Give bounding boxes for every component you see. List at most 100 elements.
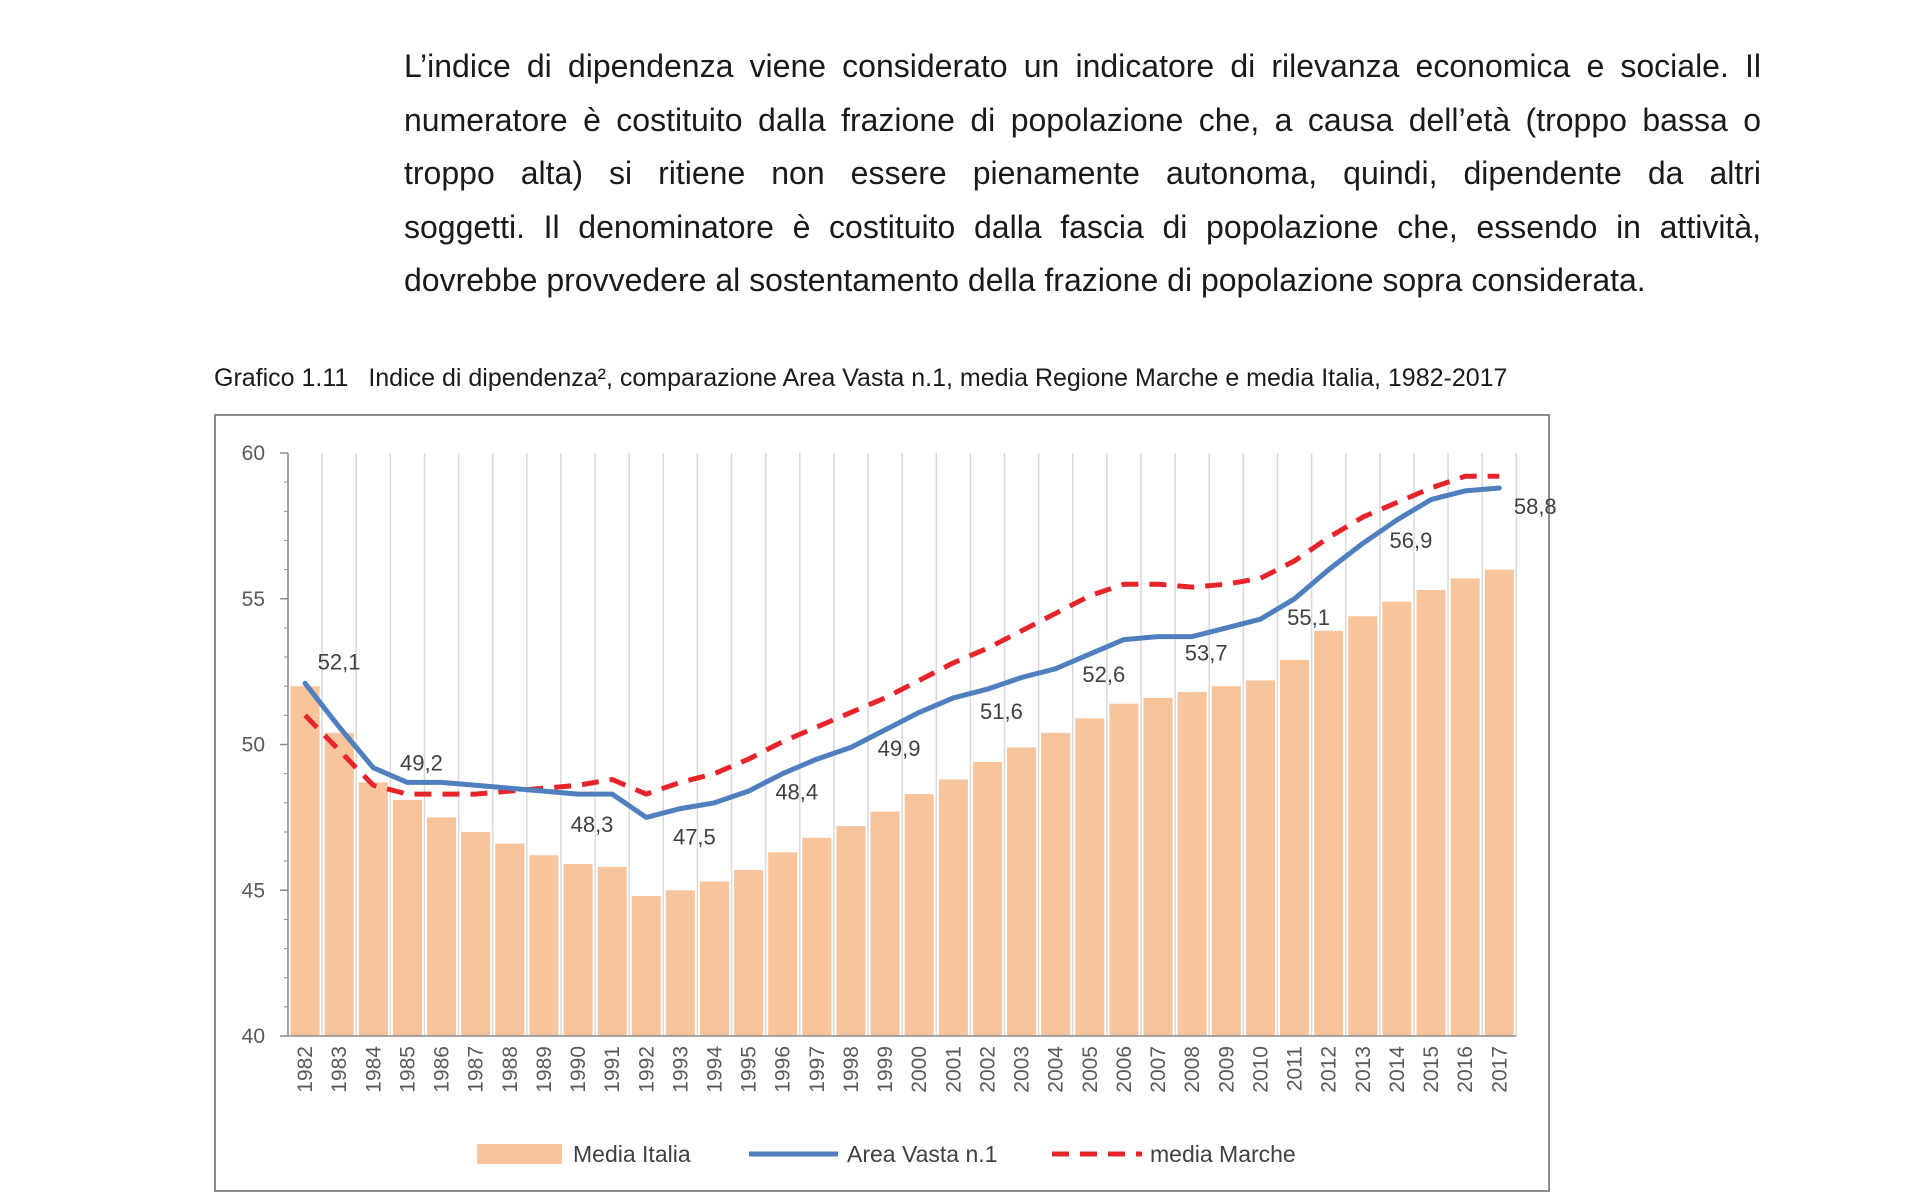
bar-media-italia [870, 811, 900, 1036]
bar-media-italia [699, 881, 730, 1036]
x-tick-label: 2008 [1181, 1046, 1204, 1093]
data-label: 47,5 [673, 825, 716, 850]
x-tick-label: 2011 [1284, 1046, 1307, 1091]
bar-media-italia [1245, 680, 1275, 1036]
bar-media-italia [290, 686, 320, 1036]
bar-media-italia [529, 855, 559, 1036]
x-tick-label: 2013 [1352, 1046, 1375, 1093]
x-tick-label: 1985 [396, 1046, 419, 1093]
bar-media-italia [1348, 616, 1378, 1036]
data-label: 52,6 [1082, 662, 1125, 687]
bar-media-italia [802, 837, 832, 1036]
bar-media-italia [426, 817, 457, 1036]
x-tick-label: 1983 [328, 1046, 351, 1093]
bar-media-italia [938, 779, 968, 1036]
caption-number: Grafico 1.11 [214, 364, 349, 392]
bar-media-italia [1314, 630, 1344, 1036]
y-tick-label: 60 [242, 442, 265, 465]
bar-media-italia [1109, 703, 1139, 1036]
bar-media-italia [734, 869, 764, 1036]
paragraph-line: dovrebbe provvedere al sostentamento del… [404, 262, 1646, 298]
bar-media-italia [1075, 718, 1105, 1036]
x-tick-label: 1994 [704, 1046, 727, 1093]
bar-media-italia [1177, 692, 1207, 1036]
x-tick-label: 1998 [840, 1046, 863, 1093]
x-tick-label: 1989 [533, 1046, 556, 1093]
bar-media-italia [563, 864, 593, 1036]
x-tick-label: 2010 [1249, 1046, 1272, 1093]
bar-media-italia [1382, 601, 1412, 1036]
bar-media-italia [1416, 590, 1446, 1036]
legend-label-media-marche: media Marche [1150, 1141, 1296, 1167]
data-label: 48,3 [571, 812, 614, 837]
legend-swatch-media-italia [477, 1144, 562, 1164]
paragraph-line: troppo alta) si ritiene non essere piena… [404, 155, 1761, 191]
x-tick-label: 1988 [499, 1046, 522, 1093]
x-tick-label: 1984 [362, 1046, 385, 1093]
bar-media-italia [904, 794, 934, 1036]
bar-media-italia [324, 732, 354, 1036]
x-tick-label: 1986 [431, 1046, 454, 1093]
bar-media-italia [665, 890, 695, 1036]
x-tick-label: 1997 [806, 1046, 829, 1093]
bar-media-italia [768, 852, 798, 1036]
data-label: 52,1 [318, 649, 361, 674]
data-label: 49,2 [400, 750, 443, 775]
data-label: 49,9 [878, 736, 921, 761]
bar-media-italia [631, 896, 661, 1036]
paragraph-line: L’indice di dipendenza viene considerato… [404, 48, 1761, 84]
x-tick-label: 2016 [1454, 1046, 1477, 1093]
x-tick-label: 1992 [635, 1046, 658, 1093]
data-label: 53,7 [1185, 641, 1228, 666]
line-media-marche [303, 473, 1500, 797]
x-tick-label: 1996 [772, 1046, 795, 1093]
bar-media-italia [392, 799, 422, 1036]
y-tick-label: 55 [242, 588, 265, 611]
y-tick-label: 45 [242, 879, 265, 902]
data-label: 58,8 [1514, 494, 1557, 519]
legend-label-area-vasta: Area Vasta n.1 [847, 1141, 997, 1167]
x-tick-label: 2015 [1420, 1046, 1443, 1093]
x-tick-label: 2004 [1045, 1046, 1068, 1093]
x-tick-label: 2007 [1147, 1046, 1170, 1093]
data-label: 55,1 [1287, 605, 1330, 630]
bar-media-italia [1007, 747, 1037, 1036]
x-tick-label: 2001 [942, 1046, 965, 1093]
bar-media-italia [597, 866, 627, 1036]
x-tick-label: 2009 [1215, 1046, 1238, 1093]
bar-media-italia [836, 826, 866, 1036]
bar-media-italia [1041, 732, 1071, 1036]
x-tick-label: 1990 [567, 1046, 590, 1093]
bar-media-italia [1484, 569, 1514, 1036]
x-tick-label: 2017 [1488, 1046, 1511, 1093]
paragraph-line: soggetti. Il denominatore è costituito d… [404, 208, 1761, 245]
y-tick-label: 50 [242, 734, 265, 757]
x-tick-label: 1987 [465, 1046, 488, 1093]
caption-text: Indice di dipendenza², comparazione Area… [368, 364, 1508, 392]
chart-frame [214, 414, 1550, 1192]
x-tick-label: 2005 [1079, 1046, 1102, 1093]
data-label: 51,6 [980, 699, 1023, 724]
intro-paragraph: L’indice di dipendenza viene considerato… [404, 40, 1761, 308]
data-label: 48,4 [775, 780, 818, 805]
paragraph-line: numeratore è costituito dalla frazione d… [404, 101, 1761, 138]
chart-caption: Grafico 1.11 Indice di dipendenza², compa… [214, 364, 1507, 393]
bar-media-italia [1279, 659, 1310, 1036]
bar-media-italia [461, 831, 491, 1036]
y-tick-label: 40 [242, 1025, 265, 1048]
x-tick-label: 2014 [1386, 1046, 1409, 1093]
bar-media-italia [1211, 686, 1241, 1036]
x-tick-label: 1991 [601, 1046, 624, 1093]
bar-media-italia [358, 782, 388, 1036]
bar-media-italia [1450, 578, 1480, 1036]
x-tick-label: 1982 [294, 1046, 317, 1093]
line-area-vasta [302, 485, 1502, 820]
x-tick-label: 1993 [669, 1046, 692, 1093]
x-tick-label: 2002 [976, 1046, 999, 1093]
x-tick-label: 2006 [1113, 1046, 1136, 1093]
x-tick-label: 2012 [1318, 1046, 1341, 1093]
bar-media-italia [1143, 697, 1173, 1036]
data-label: 56,9 [1389, 528, 1432, 553]
legend-label-media-italia: Media Italia [573, 1141, 691, 1167]
